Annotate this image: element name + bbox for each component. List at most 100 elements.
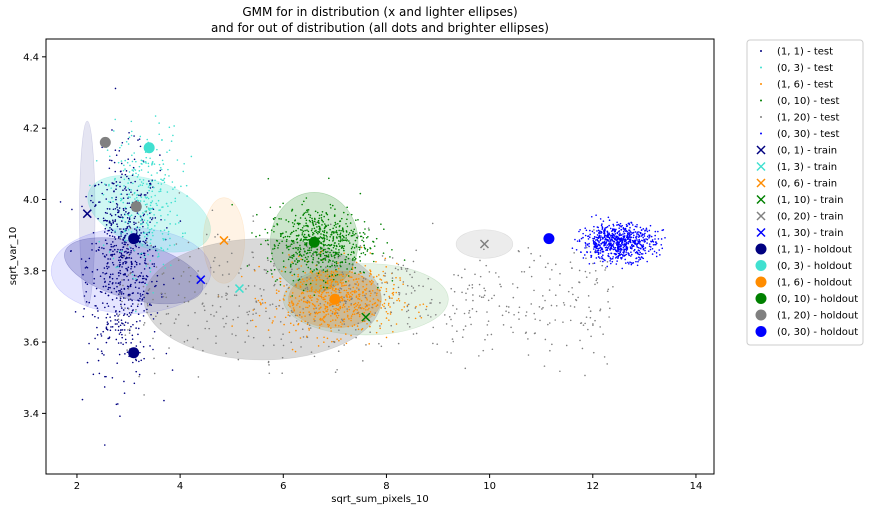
test-point xyxy=(158,133,161,136)
test-point xyxy=(302,297,305,299)
legend-swatch xyxy=(755,326,767,337)
test-point xyxy=(104,183,106,185)
test-point xyxy=(332,237,335,240)
test-point xyxy=(287,311,290,314)
test-point xyxy=(334,319,337,321)
test-point xyxy=(343,318,346,320)
test-point xyxy=(125,140,128,143)
test-point xyxy=(297,302,299,305)
test-point xyxy=(312,256,315,259)
test-point xyxy=(114,319,117,321)
test-point xyxy=(490,333,493,336)
test-point xyxy=(308,311,310,313)
test-point xyxy=(123,241,126,243)
test-point xyxy=(140,272,143,274)
test-point xyxy=(345,289,348,292)
test-point xyxy=(304,217,307,220)
test-point xyxy=(120,342,122,344)
test-point xyxy=(326,236,328,238)
test-point xyxy=(332,287,334,290)
test-point xyxy=(625,236,628,239)
test-point xyxy=(118,207,121,209)
legend-label: (1, 1) - holdout xyxy=(777,245,852,256)
test-point xyxy=(146,308,148,311)
test-point xyxy=(253,268,256,271)
test-point xyxy=(137,275,140,278)
test-point xyxy=(112,478,114,480)
test-point xyxy=(625,251,628,253)
test-point xyxy=(143,213,146,216)
test-point xyxy=(355,283,357,285)
test-point xyxy=(85,301,88,303)
test-point xyxy=(344,302,347,305)
test-point xyxy=(624,248,626,251)
test-point xyxy=(154,115,157,117)
test-point xyxy=(120,254,123,256)
test-point xyxy=(178,221,180,224)
test-point xyxy=(95,242,97,245)
test-point xyxy=(152,318,155,320)
test-point xyxy=(637,249,640,251)
test-point xyxy=(326,273,329,276)
test-point xyxy=(406,284,409,287)
test-point xyxy=(140,196,143,199)
test-point xyxy=(118,250,121,252)
test-point xyxy=(138,229,141,231)
test-point xyxy=(380,345,383,348)
test-point xyxy=(655,255,658,258)
test-point xyxy=(117,272,120,274)
test-point xyxy=(118,353,121,356)
test-point xyxy=(606,261,609,263)
test-point xyxy=(121,220,123,222)
test-point xyxy=(119,181,121,184)
test-point xyxy=(600,232,602,234)
test-point xyxy=(324,275,327,277)
test-point xyxy=(307,322,309,324)
test-point xyxy=(340,338,342,340)
test-point xyxy=(306,276,308,279)
test-point xyxy=(124,221,127,223)
test-point xyxy=(140,181,143,183)
train-marker xyxy=(234,284,244,294)
test-point xyxy=(339,287,342,289)
test-point xyxy=(137,174,140,176)
test-point xyxy=(612,233,615,236)
test-point xyxy=(120,256,123,259)
test-point xyxy=(123,313,126,315)
test-point xyxy=(147,292,149,295)
test-point xyxy=(253,285,256,287)
test-point xyxy=(641,253,644,255)
test-point xyxy=(273,262,275,265)
test-point xyxy=(182,270,185,273)
test-point xyxy=(115,244,118,247)
test-point xyxy=(517,311,520,314)
test-point xyxy=(129,164,131,167)
test-point xyxy=(74,311,77,313)
test-point xyxy=(399,277,401,279)
test-point xyxy=(338,249,340,251)
test-point xyxy=(385,336,388,339)
test-point xyxy=(279,232,282,235)
test-point xyxy=(333,264,336,267)
test-point xyxy=(148,182,151,185)
test-point xyxy=(594,244,597,247)
test-point xyxy=(664,237,666,239)
test-point xyxy=(333,256,336,259)
test-point xyxy=(622,233,624,235)
test-point xyxy=(289,245,292,247)
legend-entry: (0, 6) - train xyxy=(756,178,837,190)
test-point xyxy=(80,258,83,260)
test-point xyxy=(363,246,366,249)
test-point xyxy=(648,245,651,248)
legend-label: (0, 30) - test xyxy=(777,129,839,140)
test-point xyxy=(301,283,304,286)
test-point xyxy=(108,183,110,186)
test-point xyxy=(358,305,360,307)
test-point xyxy=(309,312,312,315)
test-point xyxy=(305,283,307,286)
test-point xyxy=(590,215,593,218)
test-point xyxy=(316,337,319,339)
test-point xyxy=(331,312,334,315)
test-point xyxy=(347,293,350,296)
test-point xyxy=(119,296,122,299)
